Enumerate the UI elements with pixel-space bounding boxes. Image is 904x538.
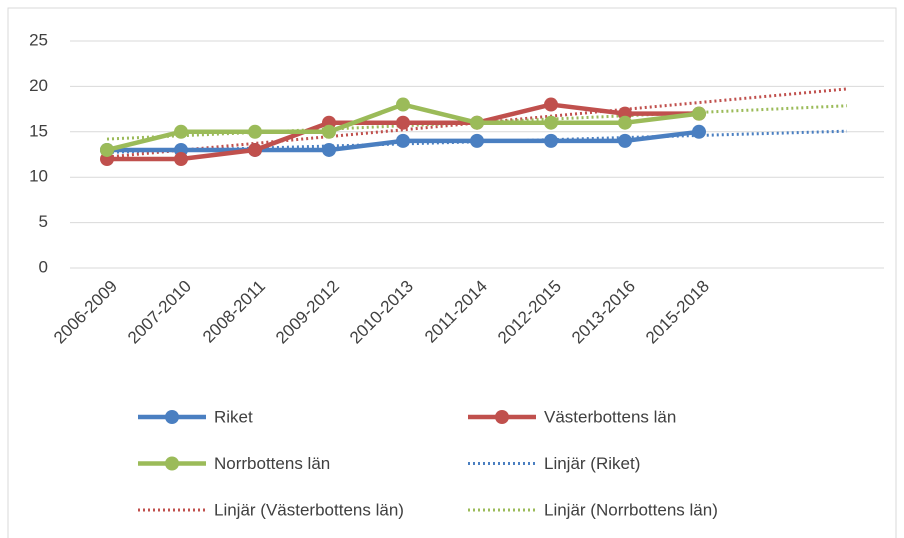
point [692,124,706,139]
point [100,142,114,157]
point [544,133,558,148]
y-tick-label: 10 [29,167,48,186]
point [618,115,632,130]
point [248,124,262,139]
point [322,124,336,139]
legend-label: Linjär (Västerbottens län) [214,500,404,519]
legend-label: Västerbottens län [544,407,676,426]
x-tick-label: 2006-2009 [50,277,121,348]
point [322,142,336,157]
y-tick-label: 0 [39,257,48,276]
y-tick-label: 15 [29,121,48,140]
x-tick-label: 2009-2012 [272,277,343,348]
point [396,97,410,112]
legend-marker [165,456,179,471]
point [396,115,410,130]
legend-marker [495,410,509,424]
x-tick-label: 2015-2018 [642,277,713,348]
x-tick-label: 2008-2011 [199,277,269,347]
x-tick-label: 2011-2014 [421,277,491,347]
y-tick-label: 25 [29,30,48,49]
y-tick-label: 5 [39,212,48,231]
legend-label: Riket [214,407,253,426]
point [544,97,558,112]
legend-label: Norrbottens län [214,454,330,473]
legend-marker [165,410,179,424]
x-tick-label: 2013-2016 [568,277,639,348]
x-tick-label: 2007-2010 [124,277,195,348]
point [470,115,484,130]
point [618,133,632,148]
point [692,106,706,121]
legend-label: Linjär (Riket) [544,454,640,473]
point [470,133,484,148]
point [544,115,558,130]
x-tick-label: 2012-2015 [494,277,565,348]
legend-label: Linjär (Norrbottens län) [544,500,718,519]
chart-border [7,7,897,538]
point [396,133,410,148]
y-tick-label: 20 [29,76,48,95]
point [174,152,188,167]
x-tick-label: 2010-2013 [346,277,417,348]
point [248,142,262,157]
point [174,124,188,139]
